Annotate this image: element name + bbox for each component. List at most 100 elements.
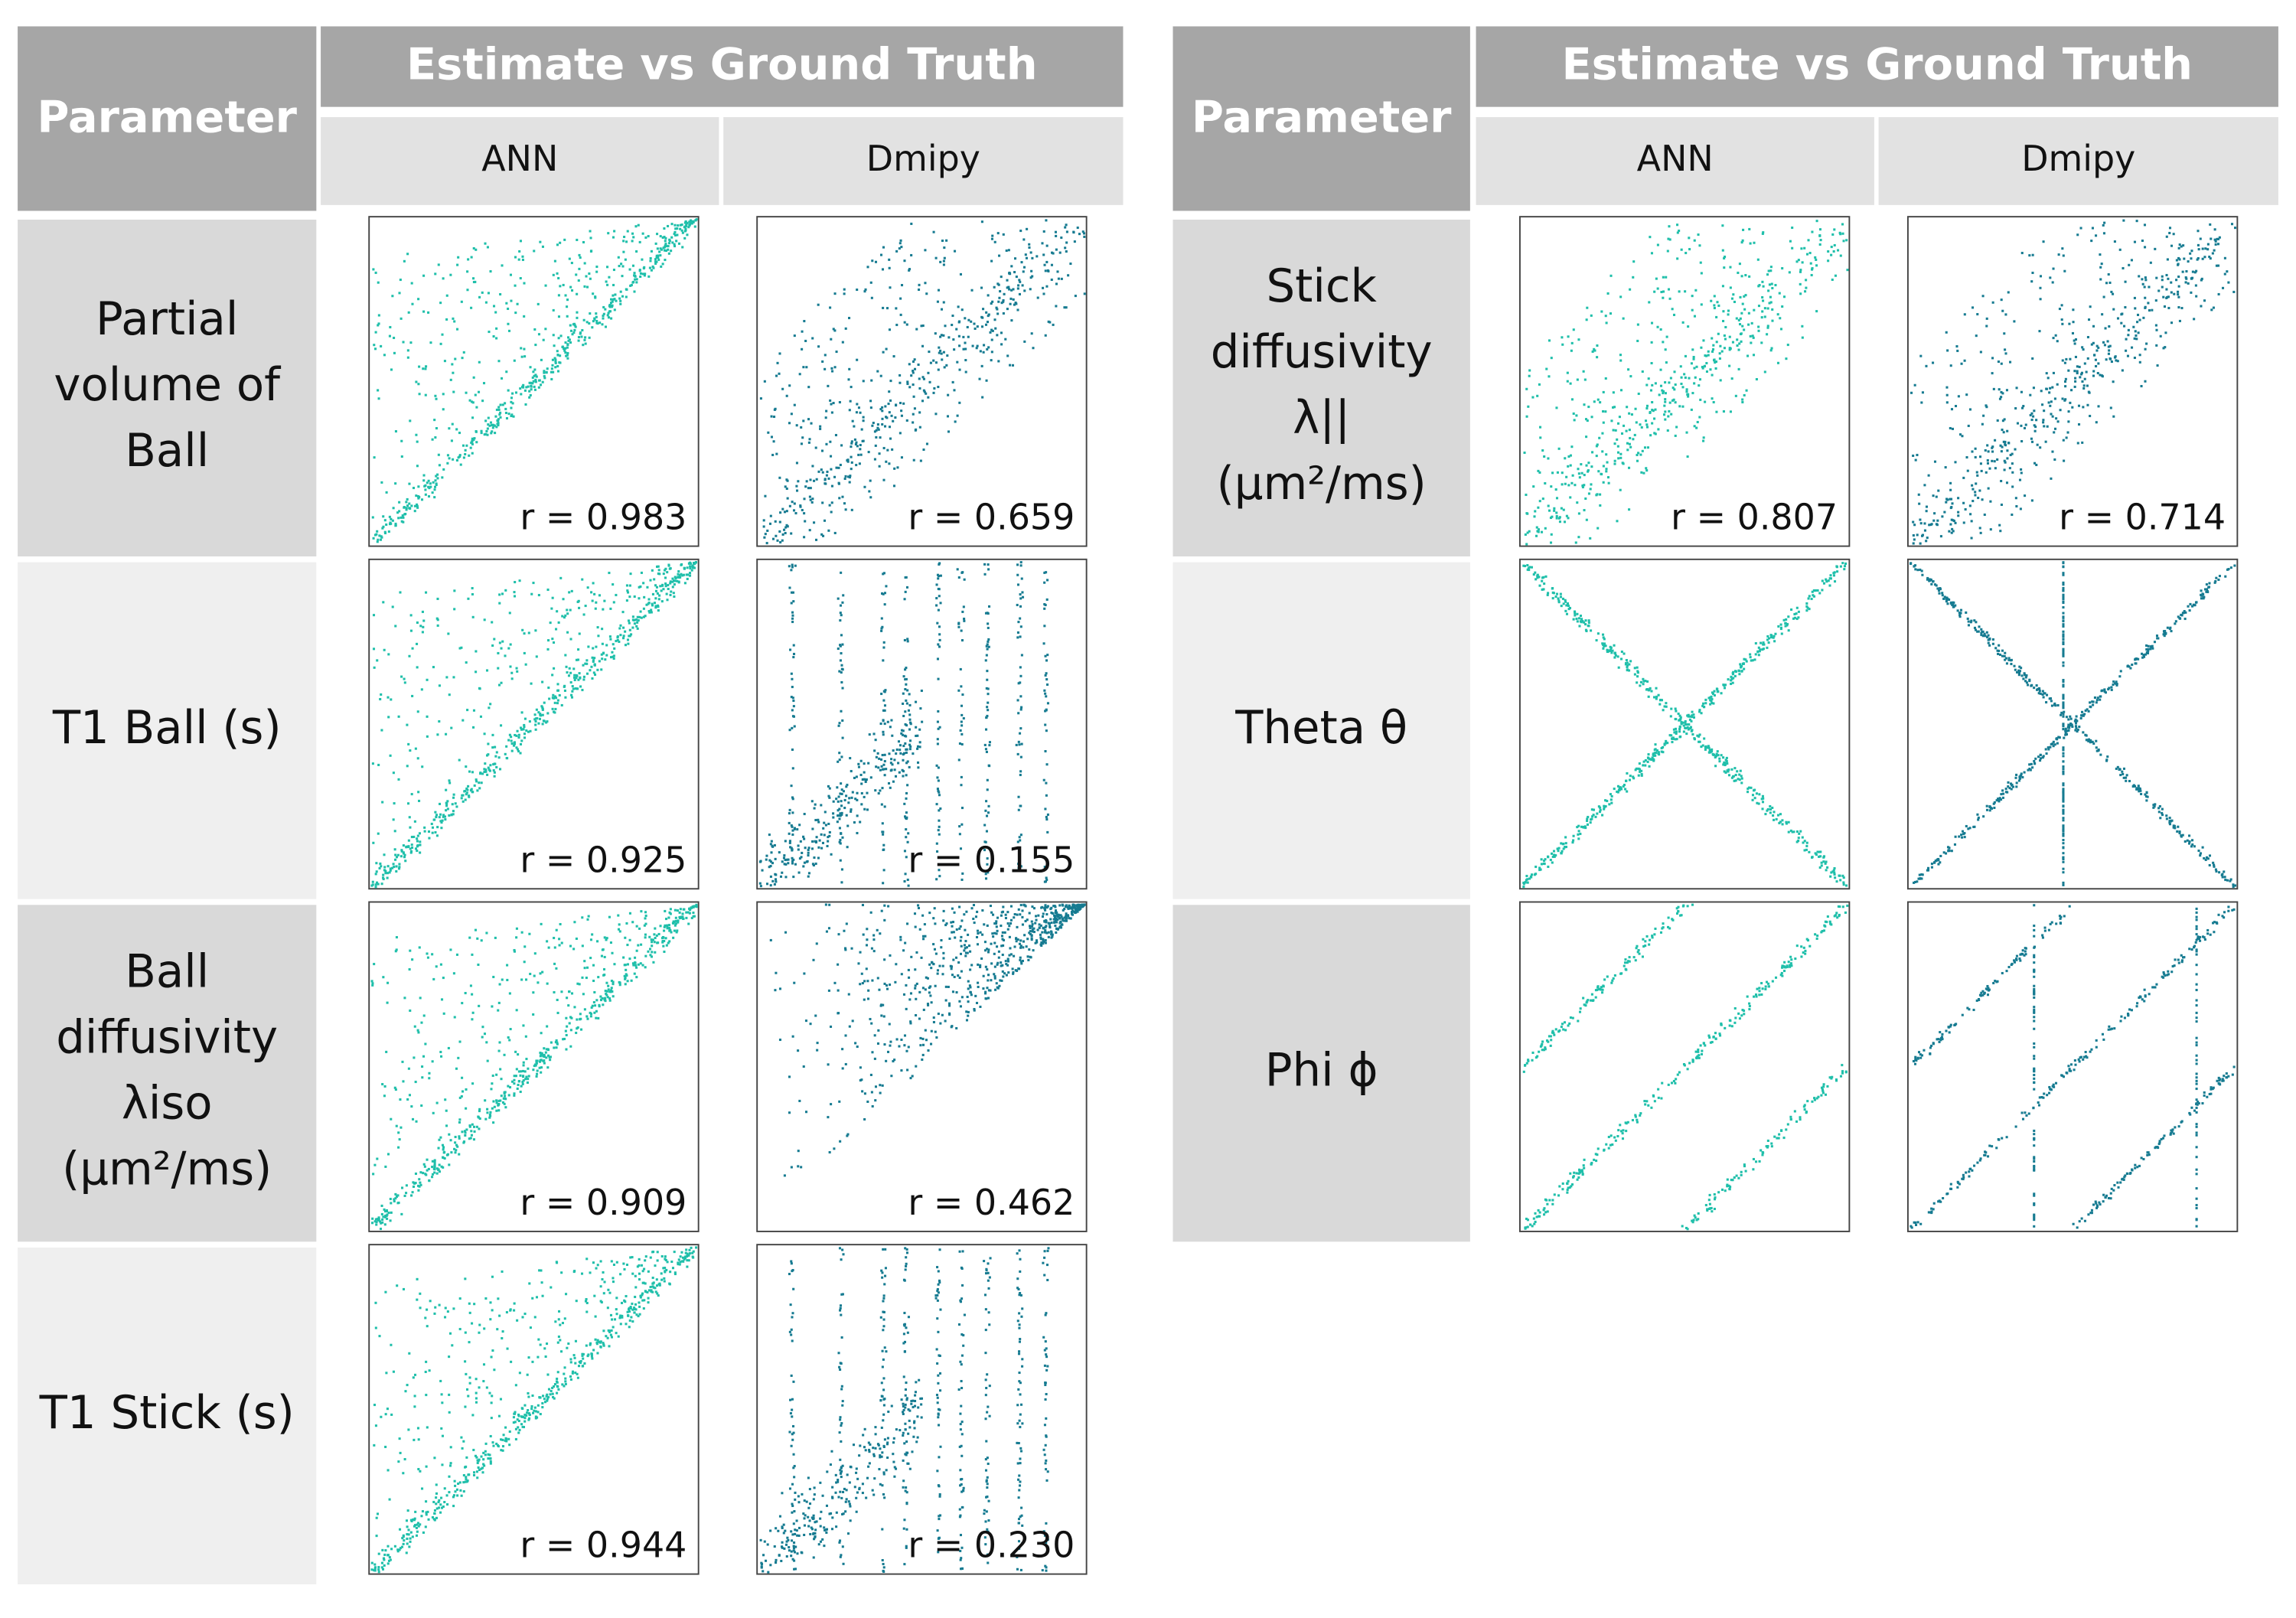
scatter-dot: [547, 1396, 550, 1399]
scatter-dot: [669, 582, 672, 585]
scatter-dot: [635, 625, 638, 628]
scatter-dot: [540, 1066, 543, 1069]
scatter-dot: [882, 592, 885, 595]
scatter-dot: [1014, 969, 1017, 972]
scatter-dot: [664, 918, 668, 921]
scatter-dot: [553, 962, 556, 965]
scatter-dot: [612, 1326, 615, 1329]
scatter-dot: [452, 676, 455, 679]
scatter-dot: [900, 1398, 903, 1401]
scatter-dot: [559, 1350, 563, 1353]
scatter-dot: [565, 1048, 568, 1051]
scatter-dot: [531, 1297, 534, 1300]
scatter-dot: [773, 1545, 776, 1548]
scatter-dot: [993, 941, 996, 944]
scatter-dot: [452, 458, 455, 461]
scatter-dot: [1010, 319, 1013, 322]
scatter-dot: [680, 1251, 683, 1254]
scatter-dot: [501, 1449, 504, 1452]
scatter-dot: [476, 1461, 479, 1464]
scatter-dot: [881, 417, 884, 420]
scatter-dot: [384, 1290, 387, 1293]
scatter-dot: [876, 977, 879, 980]
scatter-dot: [529, 366, 532, 369]
scatter-dot: [437, 1147, 440, 1150]
scatter-dot: [433, 485, 437, 488]
scatter-dot: [395, 856, 399, 859]
scatter-dot: [1076, 910, 1079, 913]
scatter-dot: [987, 948, 990, 951]
scatter-dot: [1044, 926, 1047, 929]
scatter-dot: [985, 814, 989, 817]
scatter-dot: [800, 856, 803, 859]
scatter-dot: [642, 607, 645, 610]
scatter-dot: [783, 854, 786, 857]
scatter-dot: [936, 621, 939, 625]
scatter-dot: [579, 1013, 582, 1016]
scatter-dot: [578, 983, 581, 986]
scatter-dot: [492, 975, 495, 979]
scatter-dot: [551, 1386, 554, 1389]
scatter-dot: [874, 1085, 878, 1088]
scatter-dot: [938, 625, 941, 628]
scatter-dot: [617, 1335, 620, 1338]
scatter-dot: [960, 807, 964, 810]
scatter-dot: [765, 858, 768, 861]
scatter-dot: [775, 374, 778, 377]
row-label: Ball: [125, 944, 209, 997]
scatter-dot: [434, 1306, 437, 1309]
scatter-dot: [882, 882, 885, 885]
scatter-dot: [987, 701, 990, 704]
scatter-dot: [1000, 914, 1003, 917]
scatter-dot: [990, 237, 993, 240]
scatter-dot: [585, 1297, 588, 1301]
scatter-dot: [514, 733, 517, 737]
scatter-dot: [695, 560, 698, 564]
scatter-dot: [550, 1286, 553, 1289]
scatter-dot: [512, 415, 515, 418]
scatter-dot: [405, 1551, 408, 1554]
scatter-dot: [625, 1263, 629, 1267]
scatter-dot: [866, 938, 869, 941]
scatter-dot: [692, 915, 695, 918]
scatter-dot: [829, 399, 832, 402]
scatter-dot: [582, 613, 585, 616]
scatter-dot: [579, 1018, 582, 1021]
scatter-dot: [1022, 946, 1025, 949]
scatter-dot: [608, 635, 612, 638]
scatter-dot: [568, 591, 571, 594]
scatter-dot: [872, 732, 876, 736]
scatter-dot: [394, 430, 397, 433]
scatter-dot: [521, 1082, 524, 1085]
scatter-dot: [803, 512, 806, 515]
scatter-dot: [935, 604, 938, 607]
scatter-dot: [547, 946, 550, 949]
scatter-dot: [1058, 916, 1061, 920]
scatter-dot: [1065, 230, 1068, 233]
scatter-dot: [1065, 915, 1068, 918]
scatter-dot: [785, 524, 788, 527]
scatter-dot: [964, 928, 967, 931]
scatter-dot: [1045, 708, 1048, 711]
scatter-dot: [936, 657, 940, 661]
scatter-dot: [681, 231, 684, 234]
scatter-dot: [468, 794, 471, 798]
scatter-dot: [478, 781, 481, 785]
scatter-dot: [563, 1372, 566, 1375]
scatter-dot: [837, 800, 840, 803]
scatter-dot: [654, 606, 657, 609]
scatter-dot: [528, 720, 531, 723]
scatter-dot: [403, 1539, 406, 1542]
scatter-dot: [985, 716, 988, 719]
scatter-dot: [566, 608, 569, 612]
scatter-dot: [1044, 723, 1047, 726]
scatter-dot: [517, 258, 520, 261]
scatter-dot: [1052, 252, 1055, 255]
scatter-dot: [515, 1009, 518, 1012]
scatter-dot: [840, 1496, 843, 1499]
scatter-dot: [927, 371, 930, 374]
scatter-dot: [525, 729, 528, 732]
scatter-dot: [596, 322, 599, 325]
scatter-dot: [833, 292, 837, 295]
scatter-dot: [567, 339, 570, 342]
